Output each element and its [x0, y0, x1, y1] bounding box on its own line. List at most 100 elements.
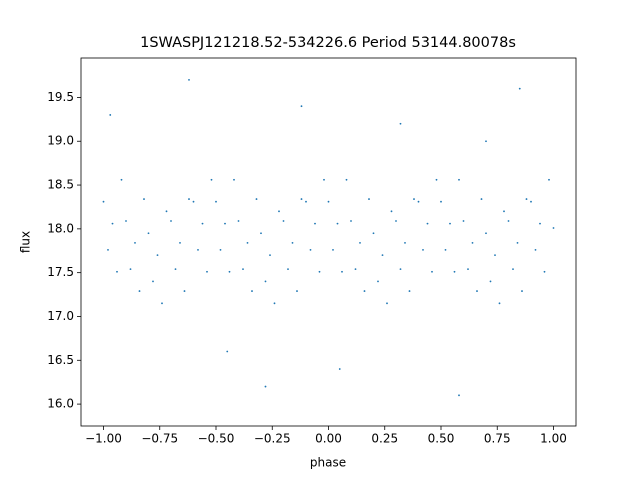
point [525, 198, 528, 200]
point [264, 385, 267, 388]
x-tick-label: 0.00 [315, 432, 342, 446]
point [386, 302, 388, 305]
point [165, 210, 168, 213]
point [264, 280, 267, 283]
y-tick-label: 19.0 [47, 134, 74, 148]
point [381, 254, 384, 257]
point [404, 241, 406, 244]
point [449, 222, 451, 225]
point [440, 200, 442, 203]
point [242, 268, 244, 271]
point [350, 220, 352, 222]
point [548, 178, 550, 181]
point [318, 270, 321, 273]
y-tick-label: 16.0 [47, 397, 74, 411]
point [503, 210, 505, 213]
x-tick-label: 0.25 [371, 432, 398, 446]
point [458, 178, 460, 181]
point [102, 200, 105, 203]
point [237, 220, 240, 222]
point [188, 198, 190, 200]
point [129, 268, 132, 271]
point [179, 241, 181, 244]
x-tick-label: −1.00 [85, 432, 122, 446]
point [251, 290, 253, 292]
point [273, 302, 276, 305]
point [161, 302, 163, 305]
point [332, 248, 334, 251]
point [435, 178, 438, 181]
point [413, 198, 415, 200]
point [287, 268, 289, 271]
point [476, 290, 478, 292]
point [215, 200, 217, 203]
point [372, 232, 375, 235]
x-tick-label: −0.75 [141, 432, 178, 446]
point [480, 198, 483, 200]
point [111, 222, 114, 225]
point [278, 210, 280, 213]
point [507, 220, 510, 222]
point [228, 270, 231, 273]
y-tick-label: 17.5 [47, 265, 74, 279]
point [498, 302, 501, 305]
point [341, 270, 343, 273]
point [226, 350, 229, 353]
point [143, 198, 145, 200]
point [345, 178, 348, 181]
point [444, 248, 447, 251]
x-axis-label: phase [310, 456, 346, 470]
point [368, 198, 370, 200]
point [147, 232, 150, 235]
point [309, 248, 312, 251]
point [260, 232, 262, 235]
point [471, 241, 474, 244]
point [192, 200, 195, 203]
point [359, 241, 361, 244]
point [395, 220, 397, 222]
point [152, 280, 154, 283]
x-tick-label: 1.00 [540, 432, 567, 446]
point [291, 241, 294, 244]
point [246, 241, 249, 244]
point [390, 210, 393, 213]
chart-title: 1SWASPJ121218.52-534226.6 Period 53144.8… [140, 35, 516, 51]
point [233, 178, 235, 181]
point [120, 178, 123, 181]
point [426, 222, 429, 225]
point [453, 270, 456, 273]
y-tick-label: 16.5 [47, 353, 74, 367]
point [188, 79, 190, 81]
point [377, 280, 379, 283]
point [134, 241, 136, 244]
point [210, 178, 213, 181]
point [458, 394, 460, 397]
point [543, 270, 546, 273]
point [197, 248, 199, 251]
point [107, 248, 109, 251]
point [534, 248, 537, 251]
point [300, 198, 303, 200]
point [462, 220, 465, 222]
point [116, 270, 118, 273]
y-tick-label: 18.5 [47, 178, 74, 192]
y-axis-label: flux [19, 231, 33, 253]
point [305, 200, 307, 203]
point [219, 248, 222, 251]
point [512, 268, 514, 271]
point [417, 200, 420, 203]
point [399, 122, 402, 125]
point [485, 140, 487, 143]
point [282, 220, 285, 222]
point [206, 270, 208, 273]
point [408, 290, 411, 292]
point [516, 241, 519, 244]
point [327, 200, 330, 203]
point [224, 222, 226, 225]
point [552, 227, 555, 229]
y-tick-label: 19.5 [47, 90, 74, 104]
point [494, 254, 496, 257]
point [336, 222, 339, 225]
